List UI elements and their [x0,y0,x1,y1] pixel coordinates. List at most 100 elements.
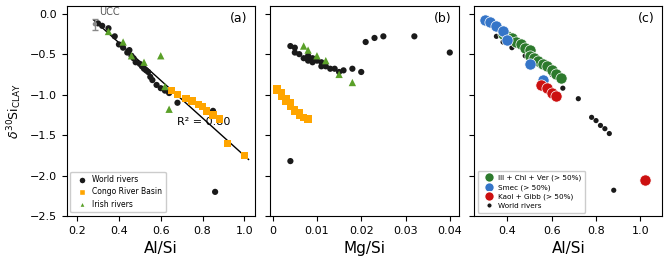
Point [276,91,287,95]
Point [303,48,313,52]
Point [208,109,218,113]
Point [325,67,335,71]
Point [147,78,158,82]
Point [303,58,313,63]
Point [160,84,170,89]
Point [164,91,174,95]
Point [151,83,162,87]
Point [160,89,170,93]
Point [118,46,128,50]
Point [542,64,552,68]
Point [595,123,606,128]
Point [356,70,367,74]
Point [126,54,137,58]
Point [516,42,526,47]
Point [222,141,233,145]
Point [498,32,508,36]
Point [276,94,287,98]
Point [239,153,250,157]
Point [122,51,133,55]
Point [600,127,611,131]
Text: UCC: UCC [99,7,120,17]
Point [484,20,495,24]
Point [299,115,309,119]
Point [409,34,420,39]
Text: R² = 0.80: R² = 0.80 [178,117,231,127]
Point [535,83,546,87]
Point [506,46,517,50]
Point [172,101,183,105]
Point [130,60,141,64]
Point [156,54,166,58]
Point [321,58,331,63]
Point [604,132,615,136]
Text: (a): (a) [230,12,247,25]
Point [506,36,517,40]
Point [307,60,318,64]
Point [114,42,124,47]
Point [311,58,322,63]
Point [491,24,502,28]
Point [444,51,455,55]
Point [538,78,548,82]
Point [139,67,150,71]
Point [97,24,108,28]
Point [551,94,562,98]
Point [303,54,313,58]
Point [110,34,120,39]
Point [93,21,104,25]
Point [202,109,212,113]
Point [551,72,562,77]
Point [118,40,128,44]
Point [316,64,327,68]
X-axis label: Al/Si: Al/Si [144,242,178,256]
Point [180,97,191,101]
Point [166,89,176,93]
Point [491,34,502,39]
Point [103,29,114,34]
Point [294,52,305,56]
Point [369,36,380,40]
Point [197,105,208,109]
Point [172,92,183,97]
Point [498,40,508,44]
Point [210,190,220,194]
Point [294,113,305,117]
Point [145,75,156,79]
Text: (b): (b) [434,12,451,25]
Point [103,26,114,30]
Point [299,56,309,60]
Point [329,67,340,71]
Text: (c): (c) [638,12,655,25]
Point [502,37,513,42]
Point [558,86,568,90]
Point [272,86,283,90]
Point [498,29,508,34]
Point [285,101,296,105]
Point [546,68,557,73]
Legend: Ill + Chl + Ver (> 50%), Smec (> 50%), Kaol + Gibb (> 50%), World rivers: Ill + Chl + Ver (> 50%), Smec (> 50%), K… [478,171,585,212]
Point [502,34,513,39]
Point [639,178,650,182]
Point [289,51,300,55]
Point [480,18,491,22]
Point [303,117,313,121]
Point [533,58,544,63]
Point [289,46,300,50]
Y-axis label: $\delta^{30}$Si$_{\mathregular{CLAY}}$: $\delta^{30}$Si$_{\mathregular{CLAY}}$ [5,83,24,139]
Point [156,86,166,90]
Point [285,105,296,109]
Point [214,117,224,121]
Point [180,97,191,101]
Point [90,22,100,26]
Point [164,107,174,111]
Point [378,34,389,39]
Point [272,89,283,93]
Point [347,80,358,85]
Point [334,70,345,74]
Point [538,62,548,66]
Point [289,107,300,111]
Point [126,54,137,58]
Point [193,102,204,106]
Point [511,40,522,44]
